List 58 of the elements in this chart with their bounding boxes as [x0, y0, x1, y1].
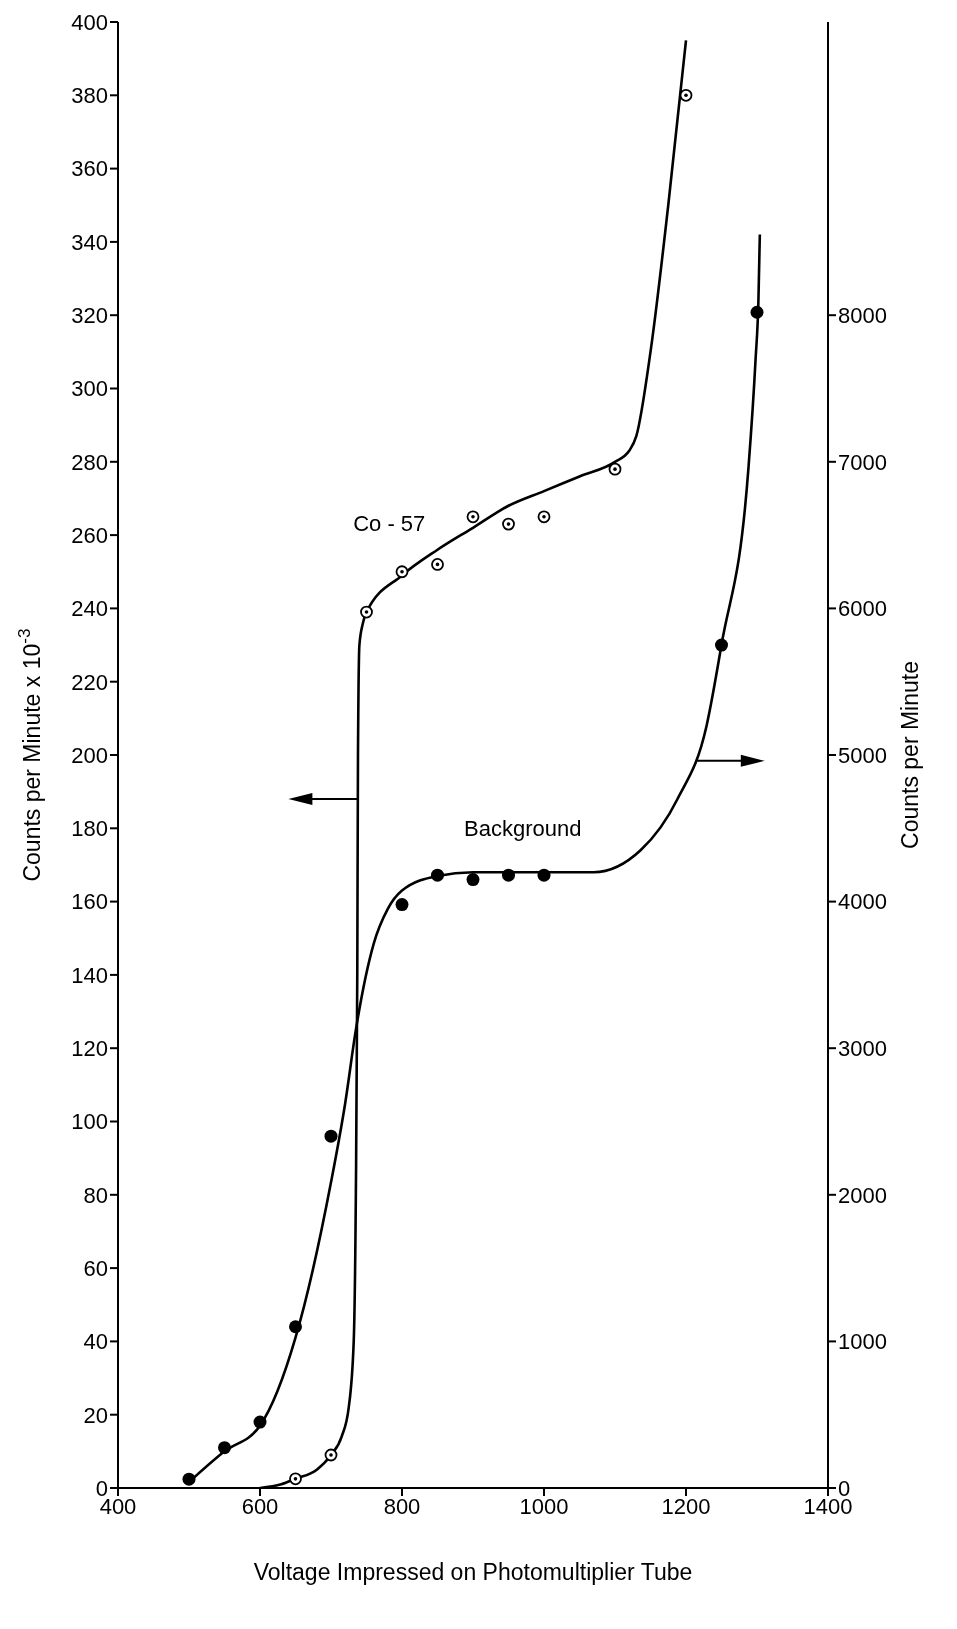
y-tick-label: 40: [83, 1329, 108, 1355]
point: [431, 558, 444, 571]
x-tick-label: 1000: [519, 1493, 569, 1519]
point: [537, 868, 551, 882]
y2-axis-title: Counts per Minute: [897, 661, 923, 849]
x-axis-title: Voltage Impressed on Photomultiplier Tube: [253, 1559, 693, 1585]
point: [289, 1472, 302, 1486]
point: [395, 898, 409, 912]
x-tick-label: 1200: [661, 1493, 711, 1519]
y-tick-label: 240: [71, 596, 108, 622]
y-tick-label: 160: [71, 889, 108, 915]
y-tick-label: 320: [71, 303, 108, 329]
y2-tick-label: 1000: [838, 1329, 887, 1355]
series-label: Background: [463, 815, 582, 841]
series-label: Co - 57: [353, 511, 426, 537]
point: [750, 305, 764, 319]
point: [502, 517, 515, 531]
y2-tick-label: 3000: [838, 1036, 887, 1062]
y2-tick-label: 7000: [838, 449, 887, 475]
point: [679, 88, 693, 102]
x-tick-label: 800: [383, 1493, 421, 1519]
y-tick-label: 60: [83, 1255, 108, 1281]
point: [431, 868, 444, 882]
y-tick-label: 280: [71, 449, 108, 475]
y-tick-label: 140: [71, 962, 108, 988]
point: [218, 1441, 231, 1455]
point: [608, 462, 622, 476]
y-tick-label: 200: [71, 742, 108, 768]
y-tick-label: 80: [83, 1182, 108, 1208]
point: [182, 1472, 196, 1486]
y2-tick-label: 6000: [838, 596, 887, 622]
y2-tick-label: 4000: [838, 889, 887, 915]
y2-tick-label: 8000: [838, 303, 887, 329]
point: [360, 605, 373, 619]
y-tick-label: 180: [71, 816, 108, 842]
y-tick-label: 100: [71, 1109, 108, 1135]
point: [395, 565, 409, 579]
point: [502, 868, 515, 882]
point: [289, 1320, 302, 1334]
y-tick-label: 300: [71, 376, 108, 402]
y-tick-label: 400: [71, 9, 108, 35]
y-tick-label: 360: [71, 156, 108, 182]
y-tick-label: 380: [71, 83, 108, 109]
point: [537, 510, 551, 524]
y-tick-label: 220: [71, 669, 108, 695]
y2-tick-label: 5000: [838, 742, 887, 768]
point: [253, 1415, 267, 1429]
point: [715, 638, 728, 652]
point: [324, 1448, 338, 1462]
point: [466, 510, 480, 524]
y-tick-label: 120: [71, 1036, 108, 1062]
y2-tick-label: 2000: [838, 1182, 887, 1208]
point: [466, 873, 480, 887]
x-tick-label: 600: [241, 1493, 279, 1519]
point: [324, 1129, 338, 1143]
y-tick-label: 20: [83, 1402, 108, 1428]
y-tick-label: 340: [71, 229, 108, 255]
y-tick-label: 260: [71, 522, 108, 548]
